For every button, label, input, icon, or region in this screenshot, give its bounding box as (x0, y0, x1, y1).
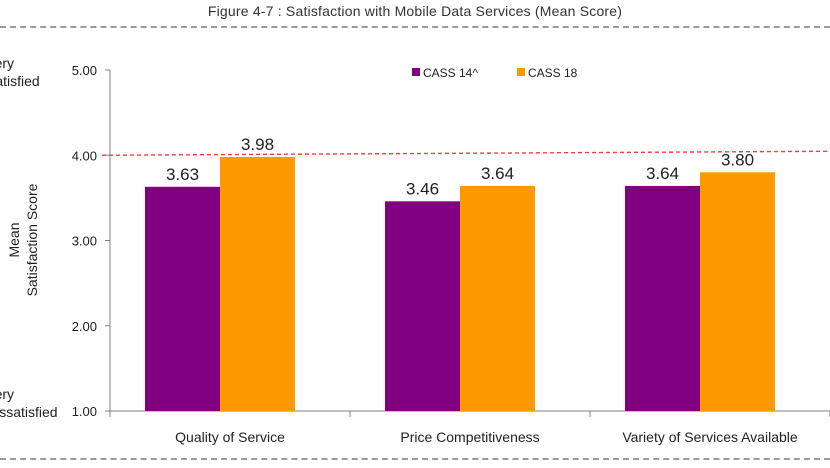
scale-top-line2: Satisfied (0, 73, 40, 89)
scale-top-label: Very Satisfied (0, 54, 40, 90)
y-tick-label: 4.00 (72, 148, 97, 163)
x-category-label: Price Competitiveness (400, 429, 539, 445)
scale-bottom-line2: Dissatisfied (0, 404, 58, 420)
legend-label: CASS 14^ (423, 66, 478, 80)
y-tick-label: 3.00 (72, 234, 97, 249)
bar-data-label: 3.63 (166, 165, 199, 184)
bar-cass18 (460, 185, 535, 411)
bar-data-label: 3.46 (406, 179, 439, 198)
legend-swatch (412, 68, 420, 76)
scale-bottom-label: Very Dissatisfied (0, 385, 58, 421)
y-tick-label: 1.00 (72, 404, 97, 419)
x-category-label: Quality of Service (175, 429, 285, 445)
bar-data-label: 3.64 (481, 164, 514, 183)
bar-cass18 (220, 156, 295, 411)
figure-title: Figure 4-7 : Satisfaction with Mobile Da… (207, 3, 623, 19)
y-tick-label: 2.00 (72, 319, 97, 334)
bar-data-label: 3.64 (646, 164, 679, 183)
bar-cass14 (385, 201, 460, 411)
scale-top-line1: Very (0, 55, 15, 71)
bar-data-label: 3.98 (241, 135, 274, 154)
bar-cass14 (145, 186, 220, 411)
bar-cass14 (625, 185, 700, 411)
legend-swatch (517, 68, 525, 76)
legend-label: CASS 18 (528, 66, 578, 80)
y-tick-label: 5.00 (72, 63, 97, 78)
scale-bottom-line1: Very (0, 386, 15, 402)
bar-cass18 (700, 172, 775, 411)
bottom-dashed-divider (0, 458, 830, 460)
reference-line (101, 150, 830, 156)
x-category-label: Variety of Services Available (622, 429, 798, 445)
top-dashed-divider (0, 26, 830, 28)
bar-data-label: 3.80 (721, 150, 754, 169)
